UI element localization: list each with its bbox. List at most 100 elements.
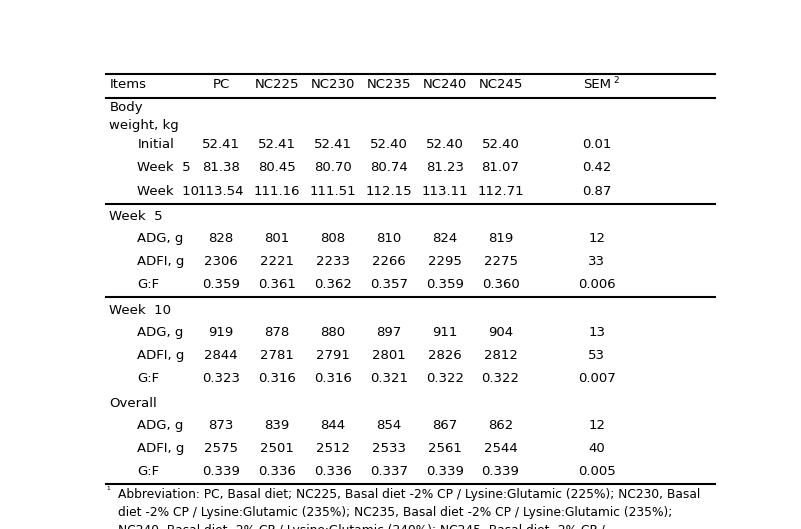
Text: diet -2% CP / Lysine:Glutamic (235%); NC235, Basal diet -2% CP / Lysine:Glutamic: diet -2% CP / Lysine:Glutamic (235%); NC… (118, 506, 672, 519)
Text: 12: 12 (588, 419, 606, 432)
Text: 0.316: 0.316 (258, 372, 296, 385)
Text: 80.74: 80.74 (370, 161, 408, 175)
Text: 40: 40 (589, 442, 605, 455)
Text: ADG, g: ADG, g (138, 326, 183, 339)
Text: ¹: ¹ (107, 486, 110, 495)
Text: ADG, g: ADG, g (138, 419, 183, 432)
Text: 111.51: 111.51 (310, 185, 356, 198)
Text: 801: 801 (264, 232, 290, 245)
Text: NC235: NC235 (367, 78, 411, 91)
Text: 0.357: 0.357 (370, 278, 408, 291)
Text: G:F: G:F (138, 278, 159, 291)
Text: 810: 810 (376, 232, 401, 245)
Text: 0.339: 0.339 (425, 466, 464, 478)
Text: SEM: SEM (583, 78, 610, 91)
Text: NC245: NC245 (478, 78, 523, 91)
Text: 0.323: 0.323 (202, 372, 240, 385)
Text: 0.007: 0.007 (578, 372, 616, 385)
Text: 52.41: 52.41 (314, 138, 352, 151)
Text: 854: 854 (376, 419, 401, 432)
Text: 839: 839 (264, 419, 290, 432)
Text: NC240, Basal diet -2% CP / Lysine:Glutamic (240%); NC245, Basal diet -2% CP /: NC240, Basal diet -2% CP / Lysine:Glutam… (118, 524, 605, 529)
Text: weight, kg: weight, kg (110, 119, 179, 132)
Text: NC225: NC225 (255, 78, 300, 91)
Text: 2533: 2533 (372, 442, 406, 455)
Text: 80.45: 80.45 (258, 161, 296, 175)
Text: 111.16: 111.16 (254, 185, 300, 198)
Text: 2306: 2306 (204, 255, 238, 268)
Text: 2812: 2812 (484, 349, 517, 362)
Text: 2275: 2275 (484, 255, 517, 268)
Text: 0.361: 0.361 (258, 278, 296, 291)
Text: 80.70: 80.70 (314, 161, 352, 175)
Text: 0.322: 0.322 (481, 372, 520, 385)
Text: 0.321: 0.321 (370, 372, 408, 385)
Text: 0.360: 0.360 (481, 278, 519, 291)
Text: 13: 13 (588, 326, 606, 339)
Text: 81.38: 81.38 (202, 161, 240, 175)
Text: 113.11: 113.11 (421, 185, 468, 198)
Text: 0.87: 0.87 (582, 185, 611, 198)
Text: Overall: Overall (110, 397, 157, 411)
Text: 52.40: 52.40 (481, 138, 520, 151)
Text: 819: 819 (488, 232, 513, 245)
Text: 33: 33 (588, 255, 606, 268)
Text: 2: 2 (614, 76, 619, 85)
Text: Initial: Initial (138, 138, 175, 151)
Text: ADG, g: ADG, g (138, 232, 183, 245)
Text: 828: 828 (208, 232, 234, 245)
Text: 862: 862 (488, 419, 513, 432)
Text: 2266: 2266 (372, 255, 405, 268)
Text: 2781: 2781 (260, 349, 294, 362)
Text: 2561: 2561 (428, 442, 461, 455)
Text: Items: Items (110, 78, 147, 91)
Text: 0.005: 0.005 (578, 466, 616, 478)
Text: 0.006: 0.006 (578, 278, 615, 291)
Text: ADFI, g: ADFI, g (138, 442, 185, 455)
Text: Week  5: Week 5 (110, 211, 163, 223)
Text: 2233: 2233 (316, 255, 350, 268)
Text: 904: 904 (488, 326, 513, 339)
Text: G:F: G:F (138, 372, 159, 385)
Text: 2791: 2791 (316, 349, 350, 362)
Text: 867: 867 (432, 419, 457, 432)
Text: Week  10: Week 10 (138, 185, 199, 198)
Text: 878: 878 (264, 326, 290, 339)
Text: 808: 808 (320, 232, 345, 245)
Text: 113.54: 113.54 (198, 185, 244, 198)
Text: 2501: 2501 (260, 442, 294, 455)
Text: Week  10: Week 10 (110, 304, 171, 317)
Text: 0.359: 0.359 (425, 278, 464, 291)
Text: 2844: 2844 (204, 349, 238, 362)
Text: 873: 873 (208, 419, 234, 432)
Text: 919: 919 (208, 326, 234, 339)
Text: 0.362: 0.362 (314, 278, 352, 291)
Text: 880: 880 (320, 326, 345, 339)
Text: 897: 897 (376, 326, 401, 339)
Text: NC240: NC240 (423, 78, 467, 91)
Text: 112.15: 112.15 (365, 185, 412, 198)
Text: 52.41: 52.41 (258, 138, 296, 151)
Text: 0.01: 0.01 (582, 138, 611, 151)
Text: 81.23: 81.23 (425, 161, 464, 175)
Text: 0.339: 0.339 (481, 466, 520, 478)
Text: 52.40: 52.40 (425, 138, 464, 151)
Text: 0.336: 0.336 (314, 466, 352, 478)
Text: ADFI, g: ADFI, g (138, 255, 185, 268)
Text: 2544: 2544 (484, 442, 517, 455)
Text: 52.41: 52.41 (202, 138, 240, 151)
Text: 911: 911 (432, 326, 457, 339)
Text: NC230: NC230 (311, 78, 355, 91)
Text: Abbreviation: PC, Basal diet; NC225, Basal diet -2% CP / Lysine:Glutamic (225%);: Abbreviation: PC, Basal diet; NC225, Bas… (118, 488, 700, 501)
Text: 2221: 2221 (260, 255, 294, 268)
Text: 0.339: 0.339 (202, 466, 240, 478)
Text: 0.42: 0.42 (582, 161, 611, 175)
Text: 53: 53 (588, 349, 606, 362)
Text: 0.359: 0.359 (202, 278, 240, 291)
Text: PC: PC (212, 78, 230, 91)
Text: 81.07: 81.07 (481, 161, 520, 175)
Text: G:F: G:F (138, 466, 159, 478)
Text: 2512: 2512 (316, 442, 350, 455)
Text: 2801: 2801 (372, 349, 405, 362)
Text: 0.322: 0.322 (425, 372, 464, 385)
